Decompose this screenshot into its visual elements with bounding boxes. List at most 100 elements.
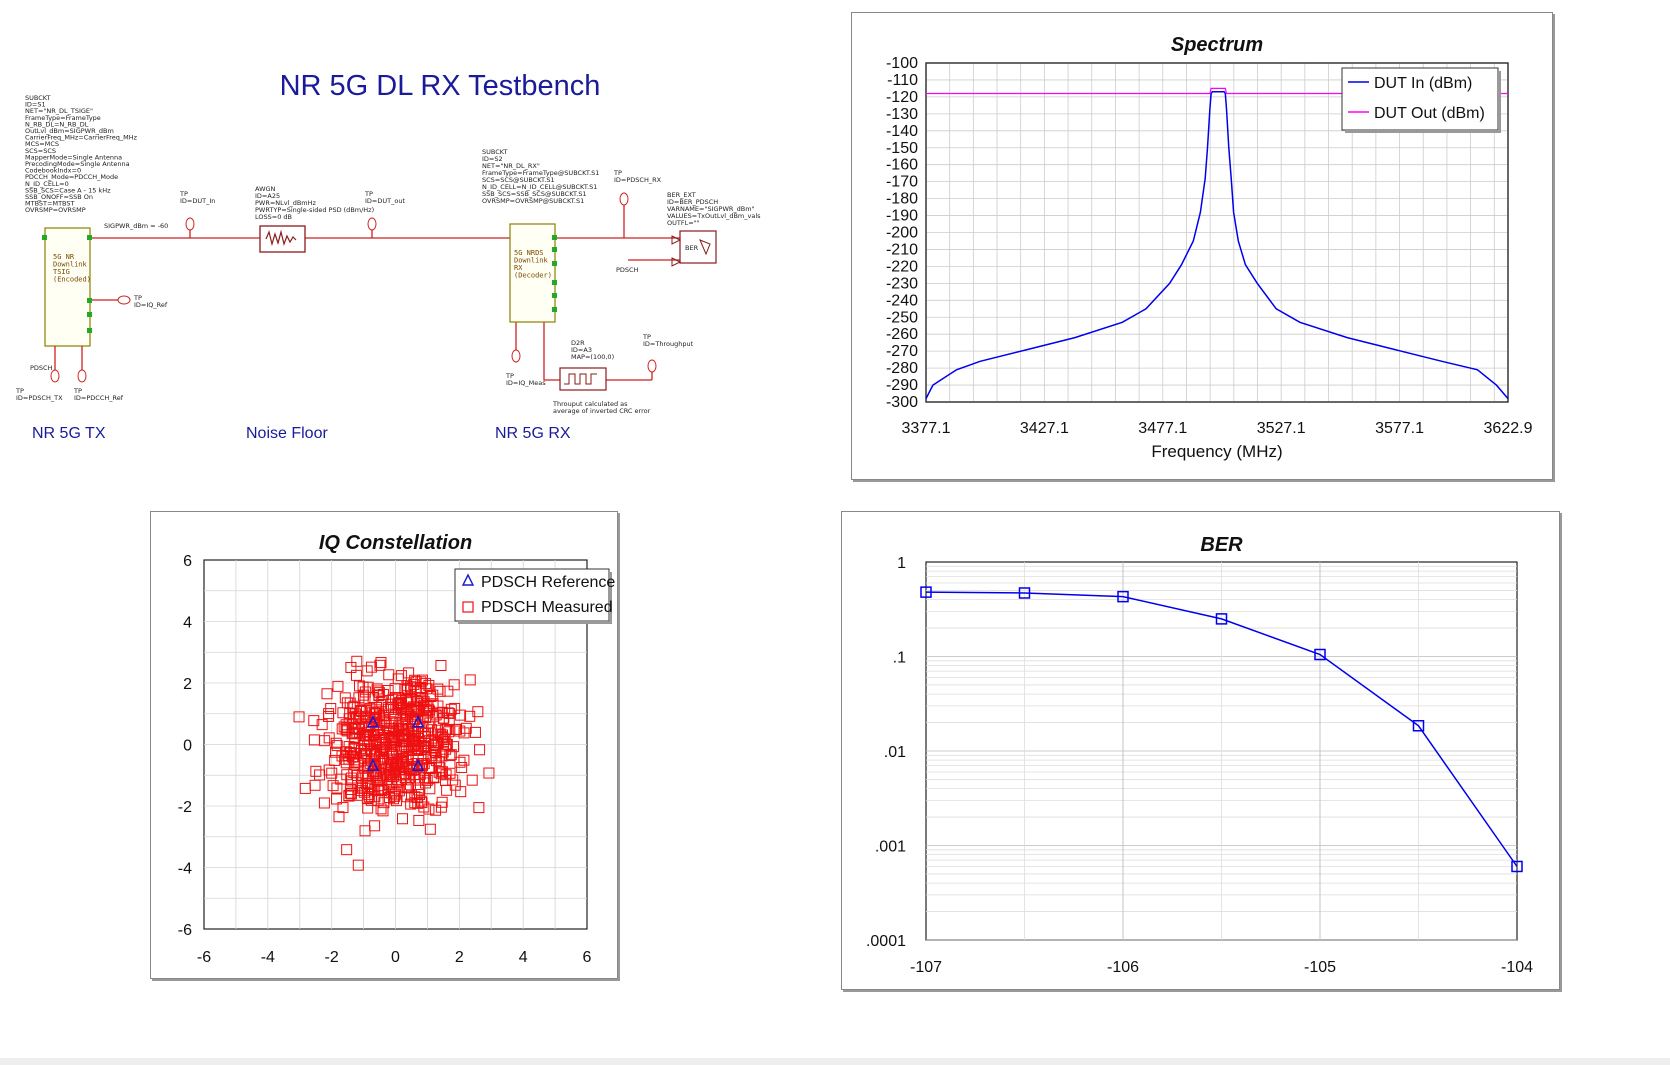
measured-point (331, 740, 343, 752)
ber-panel[interactable]: BER 1 .1 .01 .001 .0001 -107 -106 -105 -104 (841, 511, 1560, 990)
x-tick-label: 4 (519, 949, 528, 966)
text-line: TSIG (53, 268, 70, 276)
measured-point (323, 708, 335, 720)
legend-entry: DUT Out (dBm) (1374, 105, 1485, 122)
reference-point (411, 714, 425, 728)
legend: PDSCH Reference PDSCH Measured (454, 568, 615, 624)
y-tick-label: -2 (178, 799, 192, 816)
measured-point (340, 757, 352, 769)
y-tick-label: -150 (886, 140, 918, 157)
measured-point (444, 750, 456, 762)
measured-point (404, 779, 416, 791)
y-tick-label: -6 (178, 922, 192, 939)
measured-point (319, 735, 331, 747)
measured-point (442, 707, 454, 719)
text-line: ID=Throughput (643, 340, 694, 348)
x-tick-label: -107 (910, 959, 942, 976)
iq-panel[interactable]: IQ Constellation 6 4 2 0 -2 -4 -6 -6 -4 -2 0 2 4 6 PDSC… (150, 511, 618, 979)
measured-point (458, 754, 470, 766)
spectrum-panel[interactable]: Spectrum -100 -110 -120 -130 -140 -150 -160 -170… (851, 12, 1553, 480)
ber-marker (1018, 587, 1031, 599)
reference-point (366, 714, 380, 728)
measured-point (329, 754, 341, 766)
measured-point (397, 813, 409, 825)
measured-point (376, 696, 388, 708)
y-tick-label: -250 (886, 309, 918, 326)
x-tick-label: 3477.1 (1138, 420, 1187, 437)
text-line: SUBCKT (25, 94, 51, 102)
measured-point (326, 767, 338, 779)
measured-point (345, 783, 357, 795)
text-line: TP (73, 387, 82, 395)
measured-point (430, 804, 442, 816)
measured-point (454, 756, 466, 768)
text-line: SSB_SCS=SSB_SCS@SUBCKT.S1 (482, 190, 587, 198)
x-tick-label: -105 (1304, 959, 1336, 976)
measured-point (413, 814, 425, 826)
x-tick-label: -6 (197, 949, 211, 966)
y-tick-label: -170 (886, 174, 918, 191)
measured-point (415, 739, 427, 751)
ber-chart: BER 1 .1 .01 .001 .0001-107 -106 -105 -104 (866, 534, 1533, 976)
text-line: Downlink (53, 261, 88, 269)
text-line: ID=IQ_Meas (506, 379, 546, 387)
chart-title: Spectrum (1171, 34, 1263, 56)
y-tick-label: .01 (884, 744, 906, 761)
text-line: CodebookIndx=0 (25, 167, 81, 175)
measured-point (464, 710, 476, 722)
y-tick-label: .0001 (866, 933, 906, 950)
legend-entry: DUT In (dBm) (1374, 75, 1472, 92)
y-tick-label: 4 (183, 615, 192, 632)
y-tick-label: .001 (875, 839, 906, 856)
measured-point (401, 694, 413, 706)
series-line-1 (926, 87, 1508, 95)
measured-point (331, 782, 343, 794)
rx-subckt-params: SUBCKTID=S2NET="NR_DL_RX"FrameType=Frame… (482, 148, 599, 205)
measured-point (331, 793, 343, 805)
x-axis-label: Frequency (MHz) (1151, 442, 1282, 461)
measured-point (369, 820, 381, 832)
measured-point (345, 772, 357, 784)
text-line: VARNAME="SIGPWR_dBm" (667, 205, 755, 213)
measured-point (440, 769, 452, 781)
measured-point (458, 727, 470, 739)
horizontal-scrollbar[interactable] (0, 1058, 1670, 1065)
x-tick-label: -106 (1107, 959, 1139, 976)
measured-point (378, 797, 390, 809)
text-line: OVRSMP=OVRSMP@SUBCKT.S1 (482, 197, 584, 205)
measured-point (419, 772, 431, 784)
measured-point (429, 739, 441, 751)
text-line: Downlink (514, 257, 549, 265)
x-tick-label: -104 (1501, 959, 1533, 976)
measured-points (293, 655, 495, 871)
x-tick-label: 6 (583, 949, 592, 966)
chart-title: IQ Constellation (319, 532, 472, 554)
measured-point (409, 797, 421, 809)
measured-point (466, 774, 478, 786)
measured-point (429, 752, 441, 764)
measured-point (435, 659, 447, 671)
measured-point (380, 745, 392, 757)
tp-probe-iq-ref (117, 295, 131, 305)
text-line: TP (364, 190, 373, 198)
measured-point (368, 765, 380, 777)
d2r-block[interactable] (559, 367, 607, 391)
tp-probe-iq-meas (511, 349, 521, 363)
tx-block[interactable] (44, 227, 91, 347)
spectrum-chart: Spectrum -100-110-120-130-140-150-160-170… (886, 34, 1533, 461)
measured-point (363, 777, 375, 789)
measured-point (358, 786, 370, 798)
text-line: PWRTYP=Single-sided PSD (dBm/Hz) (255, 206, 374, 214)
text-line: D2R (571, 339, 585, 347)
text-line: TP (179, 190, 188, 198)
ber-block[interactable] (679, 230, 717, 264)
schematic-diagram: NR 5G DL RX Testbench SUBCKTID=S1NET="NR… (15, 70, 761, 442)
rx-block[interactable] (509, 223, 556, 323)
section-label-noise: Noise Floor (246, 425, 328, 442)
text-line: SCS=SCS (25, 147, 56, 155)
